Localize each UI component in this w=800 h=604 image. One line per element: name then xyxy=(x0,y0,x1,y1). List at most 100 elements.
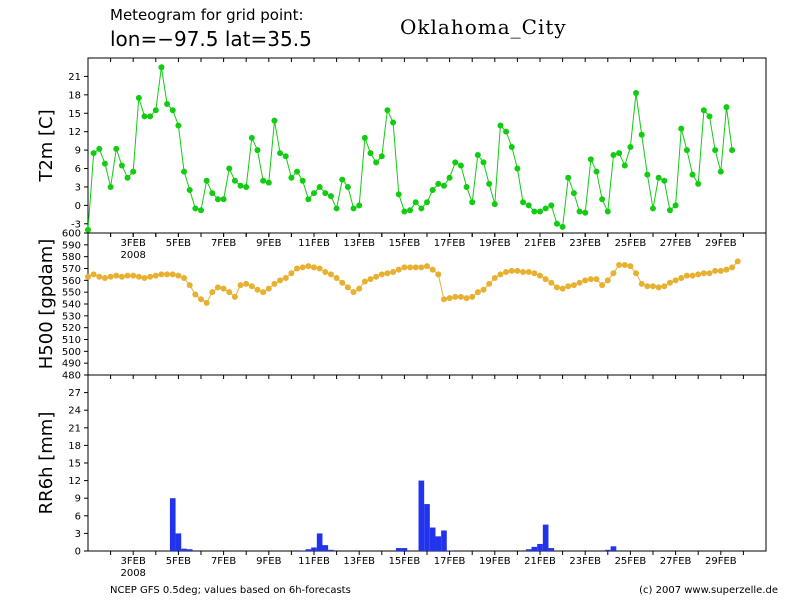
t2m-point xyxy=(333,205,340,212)
h500-point xyxy=(683,272,690,279)
rr6h-ytick-label: 27 xyxy=(68,388,81,399)
h500-point xyxy=(553,284,560,291)
h500-point xyxy=(299,264,306,271)
h500-point xyxy=(599,282,606,289)
h500-ylabel: H500 [gpdam] xyxy=(36,239,57,370)
t2m-point xyxy=(514,165,521,172)
h500-point xyxy=(717,267,724,274)
h500-point xyxy=(203,299,210,306)
rr6h-xtick-label: 15FEB xyxy=(389,556,421,567)
rr6h-bar xyxy=(531,546,538,551)
h500-point xyxy=(101,274,108,281)
rr6h-bar xyxy=(525,549,532,551)
t2m-point xyxy=(683,147,690,154)
h500-point xyxy=(497,271,504,278)
rr6h-bar xyxy=(186,549,193,551)
t2m-point xyxy=(390,119,397,126)
h500-point xyxy=(706,270,713,277)
t2m-point xyxy=(118,162,125,169)
h500-point xyxy=(655,284,662,291)
rr6h-bar xyxy=(429,527,436,551)
rr6h-bar xyxy=(305,549,312,551)
t2m-point xyxy=(243,183,250,190)
rr6h-xtick-label: 25FEB xyxy=(615,556,647,567)
t2m-point xyxy=(553,220,560,227)
rr6h-ytick-label: 18 xyxy=(68,441,81,452)
h500-point xyxy=(361,278,368,285)
t2m-ytick-label: 18 xyxy=(68,90,81,101)
h500-point xyxy=(254,286,261,293)
rr6h-bar xyxy=(299,550,306,551)
t2m-point xyxy=(474,152,481,159)
t2m-point xyxy=(457,162,464,169)
h500-point xyxy=(633,270,640,277)
h500-point xyxy=(514,267,521,274)
h500-point xyxy=(350,289,357,296)
h500-point xyxy=(582,277,589,284)
t2m-xtick-label: 27FEB xyxy=(660,238,692,249)
t2m-point xyxy=(277,150,284,157)
t2m-point xyxy=(101,160,108,167)
h500-point xyxy=(209,289,216,296)
h500-point xyxy=(271,280,278,287)
h500-point xyxy=(175,272,182,279)
t2m-frame xyxy=(87,57,767,234)
t2m-xtick-label: 3FEB xyxy=(121,238,146,249)
t2m-point xyxy=(469,199,476,206)
t2m-ylabel: T2m [C] xyxy=(36,109,57,182)
t2m-point xyxy=(316,183,323,190)
h500-point xyxy=(356,285,363,292)
t2m-point xyxy=(593,168,600,175)
rr6h-bar xyxy=(316,533,323,551)
header-line2: lon=−97.5 lat=35.5 xyxy=(110,27,312,51)
t2m-point xyxy=(85,226,91,233)
rr6h-ytick-label: 3 xyxy=(75,529,81,540)
rr6h-bar xyxy=(328,549,334,551)
t2m-xtick-label: 13FEB xyxy=(343,238,375,249)
t2m-point xyxy=(712,147,719,154)
t2m-point xyxy=(305,196,312,203)
h500-point xyxy=(311,264,317,271)
t2m-point xyxy=(440,182,447,189)
h500-point xyxy=(373,273,380,280)
t2m-point xyxy=(209,190,216,197)
t2m-year-label: 2008 xyxy=(120,250,145,261)
t2m-point xyxy=(90,150,97,157)
h500-point xyxy=(474,289,481,296)
h500-point xyxy=(322,269,329,276)
h500-point xyxy=(231,293,238,300)
t2m-point xyxy=(582,209,589,216)
h500-point xyxy=(344,284,351,291)
t2m-point xyxy=(418,205,425,212)
t2m-point xyxy=(542,205,549,212)
rr6h-bar xyxy=(418,480,425,551)
h500-point xyxy=(260,289,267,296)
h500-ytick-label: 550 xyxy=(62,288,81,299)
h500-point xyxy=(152,272,159,279)
t2m-point xyxy=(638,131,645,138)
t2m-xtick-label: 23FEB xyxy=(569,238,601,249)
t2m-point xyxy=(621,162,628,169)
h500-point xyxy=(480,286,487,293)
h500-ytick-label: 500 xyxy=(62,347,81,358)
h500-point xyxy=(226,289,233,296)
t2m-point xyxy=(706,113,713,120)
h500-point xyxy=(565,283,572,290)
h500-point xyxy=(650,283,656,290)
t2m-point xyxy=(633,90,640,96)
t2m-point xyxy=(344,183,351,190)
h500-point xyxy=(220,285,227,292)
footer-left: NCEP GFS 0.5deg; values based on 6h-fore… xyxy=(110,585,351,596)
rr6h-year-label: 2008 xyxy=(120,568,145,579)
rr6h-bar xyxy=(322,545,329,551)
t2m-point xyxy=(610,152,617,159)
h500-point xyxy=(130,272,137,279)
t2m-point xyxy=(248,134,255,141)
t2m-point xyxy=(570,190,577,197)
rr6h-bar xyxy=(604,549,611,551)
h500-point xyxy=(661,283,668,290)
rr6h-xtick-label: 9FEB xyxy=(256,556,281,567)
t2m-point xyxy=(644,171,651,178)
